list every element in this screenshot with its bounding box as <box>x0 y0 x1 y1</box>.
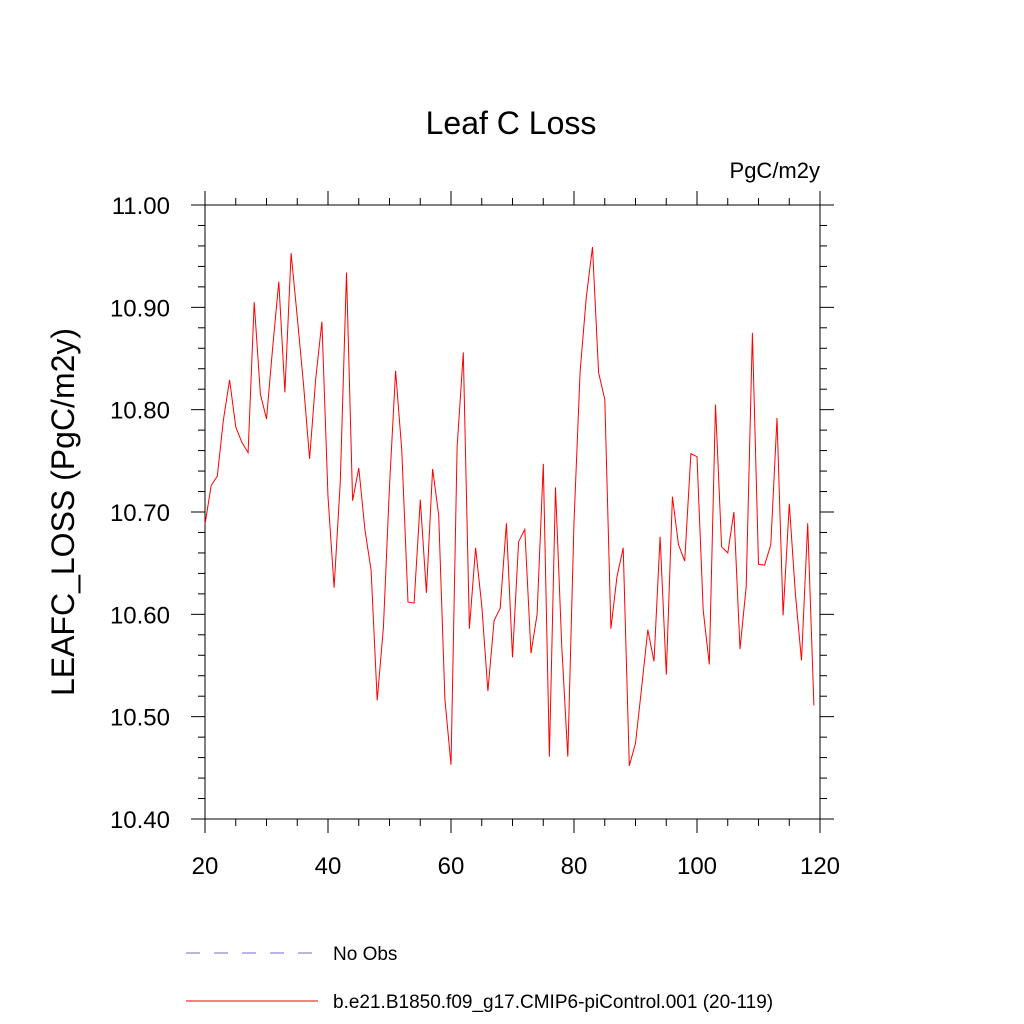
series-layer <box>204 246 815 766</box>
x-tick-label: 20 <box>192 853 219 880</box>
y-tick-label: 10.90 <box>110 295 170 322</box>
x-tick-label: 40 <box>315 853 342 880</box>
legend: No Obs b.e21.B1850.f09_g17.CMIP6-piContr… <box>186 944 773 1013</box>
y-axis-label: LEAFC_LOSS (PgC/m2y) <box>45 328 81 696</box>
axis-tick-labels: 20 40 60 80 100 120 10.40 10.50 10.60 10.70 10.80 1… <box>110 193 840 880</box>
y-tick-label: 11.00 <box>112 193 170 220</box>
x-tick-label: 80 <box>561 853 588 880</box>
y-tick-label: 10.70 <box>110 500 170 527</box>
chart-title: Leaf C Loss <box>426 105 597 141</box>
units-label: PgC/m2y <box>730 158 820 183</box>
y-tick-label: 10.80 <box>110 398 170 425</box>
y-tick-label: 10.40 <box>110 807 170 834</box>
x-tick-label: 120 <box>800 853 840 880</box>
legend-label-model-run: b.e21.B1850.f09_g17.CMIP6-piControl.001 … <box>333 992 773 1013</box>
axis-ticks <box>191 191 834 833</box>
y-tick-label: 10.50 <box>110 705 170 732</box>
x-tick-label: 60 <box>438 853 465 880</box>
x-tick-label: 100 <box>677 853 717 880</box>
y-tick-label: 10.60 <box>110 602 170 629</box>
series-line <box>204 246 815 766</box>
plot-frame <box>204 204 821 820</box>
legend-label-no-obs: No Obs <box>333 944 397 965</box>
